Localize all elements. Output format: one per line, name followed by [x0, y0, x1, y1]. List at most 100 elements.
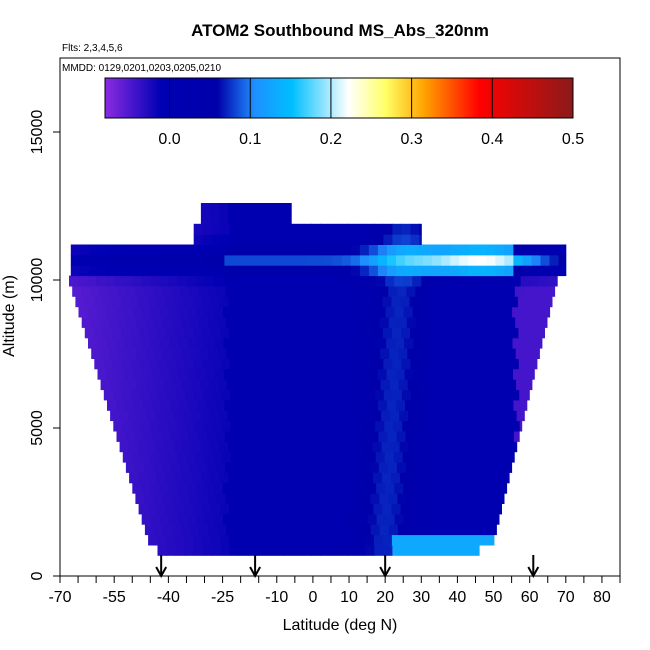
heatmap-cell [186, 306, 197, 318]
heatmap-cell [487, 462, 497, 473]
heatmap-cell [446, 358, 457, 370]
heatmap-cell [456, 420, 466, 432]
heatmap-cell [317, 348, 327, 359]
heatmap-cell [430, 482, 440, 494]
heatmap-cell [450, 254, 460, 266]
heatmap-cell [288, 462, 298, 473]
heatmap-cell [251, 431, 262, 442]
heatmap-cell [200, 203, 211, 214]
heatmap-cell [498, 379, 508, 391]
heatmap-cell [139, 358, 149, 370]
heatmap-cell [204, 482, 214, 494]
heatmap-cell [297, 462, 307, 473]
heatmap-cell [195, 513, 206, 525]
heatmap-cell [480, 379, 490, 391]
heatmap-cell [223, 306, 233, 318]
heatmap-cell [461, 348, 471, 359]
heatmap-cell [354, 472, 365, 484]
heatmap-cell [319, 534, 330, 546]
heatmap-cell [171, 285, 181, 297]
heatmap-cell [261, 493, 272, 504]
heatmap-cell [279, 285, 290, 297]
heatmap-cell [423, 431, 433, 442]
heatmap-cell [134, 431, 144, 442]
heatmap-cell [412, 482, 422, 494]
heatmap-cell [335, 410, 346, 422]
heatmap-cell [156, 503, 167, 515]
heatmap-cell [324, 431, 334, 442]
heatmap-cell [96, 275, 106, 287]
heatmap-cell [329, 234, 339, 245]
heatmap-cell [152, 254, 162, 266]
heatmap-cell [301, 296, 311, 308]
heatmap-cell [330, 420, 340, 432]
heatmap-cell [260, 254, 270, 266]
heatmap-cell [504, 265, 514, 277]
heatmap-cell [177, 482, 187, 494]
heatmap-cell [423, 254, 433, 266]
heatmap-cell [345, 472, 356, 484]
heatmap-cell [388, 317, 399, 328]
heatmap-cell [128, 410, 138, 422]
heatmap-cell [500, 358, 511, 370]
heatmap-cell [392, 389, 403, 401]
heatmap-cell [227, 410, 237, 422]
heatmap-cell [349, 513, 359, 525]
heatmap-cell [438, 420, 448, 432]
heatmap-cell [200, 441, 211, 453]
heatmap-cell [378, 431, 388, 442]
heatmap-cell [387, 265, 397, 277]
heatmap-cell [361, 524, 372, 536]
heatmap-cell [426, 410, 436, 422]
heatmap-cell [177, 513, 188, 525]
heatmap-cell [449, 337, 459, 349]
heatmap-cell [192, 472, 202, 484]
heatmap-cell [513, 431, 520, 442]
x-tick-label: -40 [157, 589, 180, 606]
heatmap-cell [130, 389, 141, 401]
heatmap-cell [275, 389, 285, 401]
heatmap-cell [116, 431, 126, 442]
heatmap-cell [539, 337, 543, 349]
heatmap-cell [291, 441, 301, 453]
heatmap-cell [423, 399, 433, 411]
heatmap-cell [143, 399, 153, 411]
heatmap-cell [481, 503, 492, 515]
heatmap-cell [296, 254, 307, 266]
heatmap-cell [494, 306, 504, 318]
heatmap-cell [135, 493, 145, 504]
heatmap-cell [160, 337, 170, 349]
heatmap-cell [388, 285, 398, 297]
heatmap-cell [476, 368, 487, 380]
heatmap-cell [447, 451, 458, 463]
heatmap-cell [517, 296, 528, 308]
heatmap-cell [499, 441, 509, 453]
heatmap-cell [377, 368, 387, 380]
heatmap-cell [394, 306, 405, 318]
heatmap-cell [395, 368, 405, 380]
heatmap-cell [448, 482, 458, 494]
heatmap-cell [90, 317, 101, 328]
heatmap-cell [225, 493, 236, 504]
heatmap-cell [267, 451, 277, 463]
heatmap-cell [317, 379, 327, 391]
heatmap-cell [309, 472, 320, 484]
heatmap-cell [293, 223, 303, 235]
heatmap-cell [132, 306, 143, 318]
heatmap-cell [270, 285, 281, 297]
heatmap-cell [340, 482, 350, 494]
heatmap-cell [302, 223, 312, 235]
heatmap-cell [350, 368, 360, 380]
heatmap-cell [453, 410, 463, 422]
heatmap-cell [368, 368, 378, 380]
heatmap-cell [245, 410, 256, 422]
heatmap-cell [483, 420, 494, 432]
heatmap-cell [268, 306, 278, 318]
heatmap-cell [384, 451, 395, 463]
heatmap-cell [284, 223, 294, 235]
heatmap-cell [521, 337, 531, 349]
heatmap-cell [174, 503, 185, 515]
heatmap-cell [215, 265, 225, 277]
heatmap-cell [282, 472, 293, 484]
